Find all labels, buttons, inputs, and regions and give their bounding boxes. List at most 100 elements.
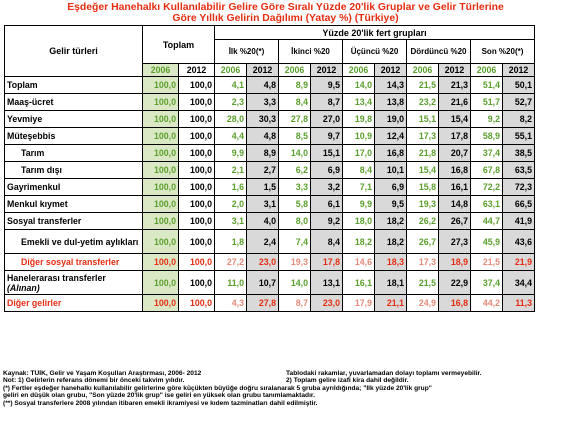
- header-q3: Üçüncü %20: [342, 39, 407, 64]
- value-cell: 9,2: [310, 212, 343, 230]
- table-row: Sosyal transferler 100,0 100,0 3,1 4,0 8,0 9,2…: [4, 212, 535, 230]
- value-cell: 9,5: [374, 195, 407, 213]
- row-label: Diğer gelirler: [4, 294, 143, 312]
- value-cell: 14,0: [342, 76, 375, 94]
- value-cell: 18,1: [374, 270, 407, 295]
- value-cell: 21,9: [502, 253, 535, 271]
- value-cell: 1,6: [214, 178, 247, 196]
- note-2: 2) Toplam gelire izafi kira dahil değild…: [286, 377, 409, 385]
- year-2006-header: 2006: [406, 63, 439, 77]
- footnote-1b: geliri en düşük olan grubu, "Son yüzde 2…: [3, 392, 315, 400]
- value-cell: 9,5: [310, 76, 343, 94]
- value-cell: 100,0: [142, 93, 179, 111]
- value-cell: 9,9: [214, 144, 247, 162]
- year-2006-header: 2006: [342, 63, 375, 77]
- row-label: Tarım: [4, 144, 143, 162]
- value-cell: 67,8: [470, 161, 503, 179]
- value-cell: 58,9: [470, 127, 503, 145]
- value-cell: 6,2: [278, 161, 311, 179]
- header-total: Toplam: [142, 25, 215, 64]
- value-cell: 8,9: [246, 144, 279, 162]
- year-2006-header: 2006: [214, 63, 247, 77]
- year-2012-header: 2012: [310, 63, 343, 77]
- year-2006-header: 2006: [470, 63, 503, 77]
- value-cell: 72,3: [502, 178, 535, 196]
- value-cell: 100,0: [178, 212, 215, 230]
- value-cell: 23,0: [310, 294, 343, 312]
- value-cell: 15,1: [406, 110, 439, 128]
- footnote-1a: (*) Fertler eşdeğer hanehalkı kullanılab…: [3, 384, 432, 392]
- value-cell: 100,0: [178, 178, 215, 196]
- header-q1: İlk %20(*): [214, 39, 279, 64]
- value-cell: 100,0: [178, 195, 215, 213]
- value-cell: 27,8: [278, 110, 311, 128]
- value-cell: 18,0: [342, 212, 375, 230]
- value-cell: 63,1: [470, 195, 503, 213]
- value-cell: 100,0: [142, 161, 179, 179]
- value-cell: 21,1: [374, 294, 407, 312]
- value-cell: 21,6: [438, 93, 471, 111]
- value-cell: 100,0: [142, 127, 179, 145]
- value-cell: 16,8: [438, 294, 471, 312]
- value-cell: 50,1: [502, 76, 535, 94]
- value-cell: 21,5: [406, 76, 439, 94]
- table-title: Eşdeğer Hanehalkı Kullanılabilir Gelire …: [0, 2, 571, 24]
- value-cell: 17,3: [406, 253, 439, 271]
- row-label: Menkul kıymet: [4, 195, 143, 213]
- value-cell: 100,0: [142, 76, 179, 94]
- source-note: Kaynak: TÜİK, Gelir ve Yaşam Koşulları A…: [3, 370, 202, 377]
- value-cell: 26,7: [438, 212, 471, 230]
- value-cell: 2,7: [246, 161, 279, 179]
- value-cell: 26,7: [406, 229, 439, 254]
- value-cell: 100,0: [142, 270, 179, 295]
- value-cell: 14,0: [278, 270, 311, 295]
- value-cell: 19,8: [342, 110, 375, 128]
- value-cell: 63,5: [502, 161, 535, 179]
- value-cell: 100,0: [178, 294, 215, 312]
- value-cell: 9,7: [310, 127, 343, 145]
- value-cell: 100,0: [178, 161, 215, 179]
- value-cell: 27,3: [438, 229, 471, 254]
- value-cell: 8,2: [502, 110, 535, 128]
- table-notes: Kaynak: TÜİK, Gelir ve Yaşam Koşulları A…: [3, 370, 569, 407]
- value-cell: 6,9: [374, 178, 407, 196]
- row-label: Tarım dışı: [4, 161, 143, 179]
- value-cell: 44,2: [470, 294, 503, 312]
- value-cell: 21,5: [470, 253, 503, 271]
- year-2006-header: 2006: [278, 63, 311, 77]
- value-cell: 19,3: [406, 195, 439, 213]
- income-distribution-table: Gelir türleri Toplam Yüzde 20'lik fert g…: [4, 25, 535, 312]
- value-cell: 10,1: [374, 161, 407, 179]
- value-cell: 100,0: [142, 212, 179, 230]
- table-row: Toplam 100,0 100,0 4,1 4,8 8,9 9,5 14,0 14,3 21,5…: [4, 76, 535, 94]
- value-cell: 22,9: [438, 270, 471, 295]
- value-cell: 72,2: [470, 178, 503, 196]
- value-cell: 27,0: [310, 110, 343, 128]
- value-cell: 21,3: [438, 76, 471, 94]
- table-row: Gayrimenkul 100,0 100,0 1,6 1,5 3,3 3,2 7,1 6,9 1…: [4, 178, 535, 196]
- row-label: Hanelerarası transferler (Alınan): [4, 270, 143, 295]
- rounding-note: Tablodaki rakamlar, yuvarlamadan dolayı …: [286, 370, 482, 377]
- table-row: Hanelerarası transferler (Alınan) 100,0 100…: [4, 270, 535, 295]
- value-cell: 8,0: [278, 212, 311, 230]
- value-cell: 21,5: [406, 270, 439, 295]
- row-label: Yevmiye: [4, 110, 143, 128]
- year-2012-header: 2012: [246, 63, 279, 77]
- table-row: Tarım 100,0 100,0 9,9 8,9 14,0 15,1 17,0 16,8 21,…: [4, 144, 535, 162]
- value-cell: 10,9: [342, 127, 375, 145]
- value-cell: 43,6: [502, 229, 535, 254]
- value-cell: 37,4: [470, 270, 503, 295]
- value-cell: 13,1: [310, 270, 343, 295]
- value-cell: 15,4: [438, 110, 471, 128]
- value-cell: 13,4: [342, 93, 375, 111]
- value-cell: 2,4: [246, 229, 279, 254]
- value-cell: 16,1: [438, 178, 471, 196]
- value-cell: 11,3: [502, 294, 535, 312]
- value-cell: 100,0: [178, 127, 215, 145]
- value-cell: 100,0: [142, 178, 179, 196]
- value-cell: 12,4: [374, 127, 407, 145]
- value-cell: 18,2: [342, 229, 375, 254]
- value-cell: 21,8: [406, 144, 439, 162]
- value-cell: 55,1: [502, 127, 535, 145]
- row-label: Sosyal transferler: [4, 212, 143, 230]
